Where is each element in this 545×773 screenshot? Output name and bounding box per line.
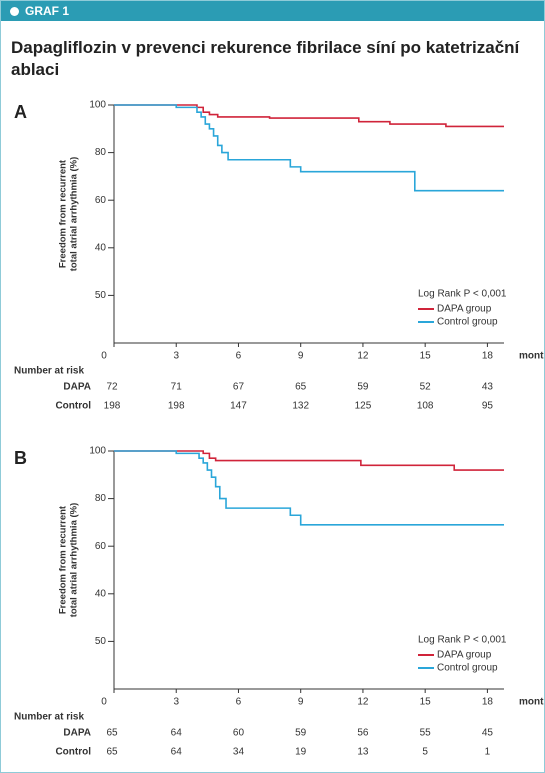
x-axis-label: month (519, 351, 544, 362)
annotation: Log Rank P < 0,001 (418, 635, 507, 646)
risk-row-name: Control (55, 401, 91, 412)
legend-label: DAPA group (437, 650, 492, 661)
y-tick-label: 60 (95, 195, 107, 206)
risk-count: 55 (420, 728, 432, 739)
risk-count: 72 (106, 382, 118, 393)
risk-count: 64 (171, 747, 183, 758)
risk-count: 65 (106, 728, 118, 739)
risk-count: 198 (104, 401, 121, 412)
x-tick-label: 0 (101, 697, 107, 708)
panel-label: B (14, 448, 27, 468)
y-tick-label: 80 (95, 147, 107, 158)
risk-count: 56 (357, 728, 369, 739)
risk-count: 43 (482, 382, 494, 393)
y-tick-label: 100 (89, 446, 106, 457)
legend-label: DAPA group (437, 304, 492, 315)
x-tick-label: 18 (482, 697, 494, 708)
risk-count: 52 (420, 382, 432, 393)
risk-count: 108 (417, 401, 434, 412)
x-tick-label: 12 (357, 351, 369, 362)
risk-count: 59 (295, 728, 307, 739)
x-tick-label: 0 (101, 351, 107, 362)
x-tick-label: 15 (420, 697, 432, 708)
risk-count: 65 (106, 747, 118, 758)
km-curve (114, 450, 504, 526)
x-tick-label: 9 (298, 697, 304, 708)
y-axis-label: Freedom from recurrent (58, 159, 69, 268)
x-tick-label: 12 (357, 697, 369, 708)
risk-title: Number at risk (14, 712, 84, 723)
risk-count: 147 (230, 401, 247, 412)
x-tick-label: 15 (420, 351, 432, 362)
x-tick-label: 3 (173, 697, 179, 708)
risk-count: 198 (168, 401, 185, 412)
risk-count: 132 (292, 401, 309, 412)
risk-count: 5 (422, 747, 428, 758)
risk-count: 19 (295, 747, 307, 758)
y-tick-label: 50 (95, 290, 107, 301)
header-bar: GRAF 1 (1, 1, 544, 21)
risk-count: 65 (295, 382, 307, 393)
risk-count: 34 (233, 747, 245, 758)
km-curve (114, 450, 504, 471)
y-axis-label: total atrial arrhythmia (%) (69, 157, 80, 272)
risk-row-name: DAPA (63, 382, 91, 393)
x-tick-label: 18 (482, 351, 494, 362)
y-tick-label: 40 (95, 588, 107, 599)
y-tick-label: 50 (95, 636, 107, 647)
y-tick-label: 60 (95, 541, 107, 552)
risk-title: Number at risk (14, 366, 84, 377)
risk-row-name: DAPA (63, 728, 91, 739)
km-curve (114, 104, 504, 192)
x-tick-label: 9 (298, 351, 304, 362)
figure-title: Dapagliflozin v prevenci rekurence fibri… (11, 38, 520, 79)
km-curve (114, 104, 504, 128)
x-tick-label: 6 (236, 351, 242, 362)
y-axis-label: total atrial arrhythmia (%) (69, 503, 80, 618)
y-axis-label: Freedom from recurrent (58, 505, 69, 614)
risk-count: 60 (233, 728, 245, 739)
x-tick-label: 6 (236, 697, 242, 708)
x-tick-label: 3 (173, 351, 179, 362)
risk-count: 67 (233, 382, 245, 393)
y-tick-label: 40 (95, 242, 107, 253)
risk-row-name: Control (55, 747, 91, 758)
panel-label: A (14, 102, 27, 122)
y-tick-label: 80 (95, 493, 107, 504)
risk-count: 45 (482, 728, 494, 739)
risk-count: 59 (357, 382, 369, 393)
annotation: Log Rank P < 0,001 (418, 289, 507, 300)
header-label: GRAF 1 (25, 4, 70, 18)
x-axis-label: month (519, 697, 544, 708)
risk-count: 13 (357, 747, 369, 758)
legend-label: Control group (437, 663, 498, 674)
risk-count: 125 (355, 401, 372, 412)
risk-count: 71 (171, 382, 183, 393)
risk-count: 64 (171, 728, 183, 739)
risk-count: 95 (482, 401, 494, 412)
legend-label: Control group (437, 317, 498, 328)
y-tick-label: 100 (89, 100, 106, 111)
risk-count: 1 (485, 747, 491, 758)
